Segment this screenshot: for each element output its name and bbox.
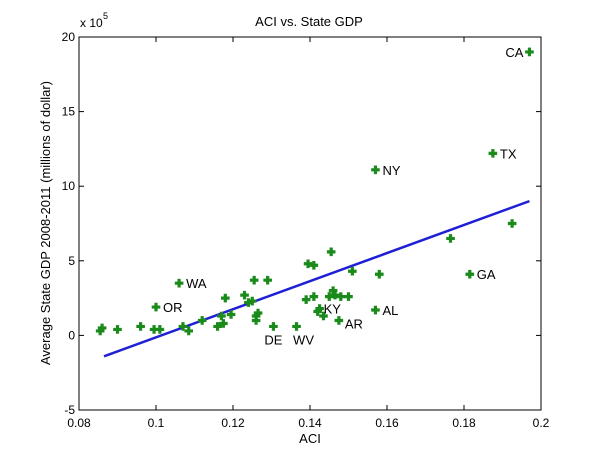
x-tick-label: 0.16 (375, 416, 399, 430)
data-point (488, 149, 498, 158)
y-tick-label: 0 (68, 328, 75, 342)
point-label: WA (186, 276, 207, 291)
data-point (226, 310, 236, 319)
y-axis-ticks: -5 0 5 10 15 20 (62, 30, 541, 417)
data-point (371, 165, 380, 175)
data-point (324, 292, 334, 301)
x-tick-label: 0.12 (221, 416, 245, 430)
point-label: GA (477, 267, 496, 282)
exponent-label: x 10 5 (80, 11, 108, 30)
data-point (301, 295, 311, 304)
data-point (326, 247, 336, 257)
data-point (240, 290, 249, 300)
data-point (151, 302, 161, 312)
exponent-power: 5 (103, 11, 108, 21)
data-point (247, 296, 257, 306)
plot-area (78, 36, 542, 411)
data-point (155, 325, 165, 334)
data-point (249, 275, 259, 285)
data-point (525, 47, 534, 57)
data-point (315, 304, 324, 313)
x-tick-label: 0.18 (452, 416, 476, 430)
scatter-points (95, 47, 534, 336)
fit-line (103, 199, 530, 358)
data-point (217, 311, 226, 321)
point-label: AR (345, 316, 363, 331)
x-tick-label: 0.14 (298, 416, 322, 430)
data-point (269, 322, 278, 331)
data-point (221, 293, 230, 303)
point-label: OR (163, 300, 183, 315)
data-point (184, 326, 194, 336)
data-point (292, 322, 301, 331)
data-point (197, 316, 207, 325)
data-point (309, 260, 319, 270)
data-point (219, 319, 228, 328)
data-point (309, 292, 319, 301)
chart-title: ACI vs. State GDP (255, 14, 363, 29)
y-tick-label: -5 (64, 403, 75, 417)
data-point (348, 266, 357, 276)
data-point (136, 322, 145, 331)
data-point (344, 292, 353, 301)
exponent-base: x 10 (80, 16, 103, 30)
data-point (253, 308, 263, 318)
data-point (328, 286, 338, 295)
point-label: DE (264, 332, 282, 347)
data-point (446, 234, 455, 243)
x-axis-label: ACI (299, 431, 321, 446)
data-point (97, 323, 107, 333)
data-point (465, 269, 475, 279)
point-label: WV (293, 332, 314, 347)
y-axis-label: Average State GDP 2008-2011 (millions of… (38, 81, 53, 365)
data-point (375, 269, 384, 279)
y-tick-label: 10 (62, 179, 76, 193)
point-label: NY (382, 163, 400, 178)
y-tick-label: 15 (62, 105, 76, 119)
point-label: CA (505, 45, 523, 60)
data-point (334, 316, 344, 325)
data-point (319, 311, 328, 321)
x-tick-label: 0.2 (533, 416, 550, 430)
data-point (178, 322, 188, 331)
fit-line-layer (103, 199, 530, 358)
point-label: AL (382, 303, 398, 318)
point-label: TX (500, 146, 517, 161)
x-tick-label: 0.08 (67, 416, 91, 430)
y-tick-label: 5 (68, 254, 75, 268)
y-tick-label: 20 (62, 30, 76, 44)
data-point (263, 275, 272, 285)
data-point (507, 219, 517, 228)
point-label: KY (324, 302, 342, 317)
data-point (174, 278, 184, 288)
data-point (213, 322, 222, 331)
data-point (113, 325, 122, 334)
x-tick-label: 0.1 (148, 416, 165, 430)
x-axis-ticks: 0.08 0.1 0.12 0.14 0.16 0.18 0.2 (67, 37, 550, 430)
data-point (371, 305, 380, 315)
